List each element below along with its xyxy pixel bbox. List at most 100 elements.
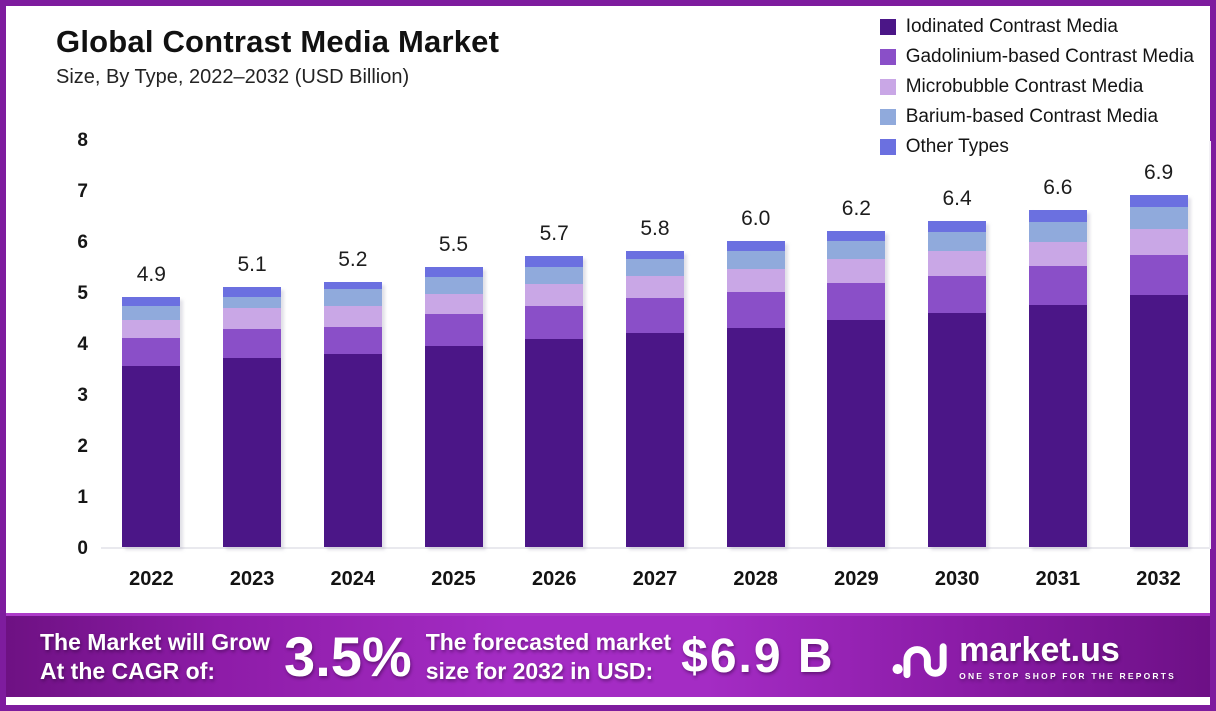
- legend-swatch: [879, 19, 896, 35]
- segment-barium-based-contrast-media: [1129, 207, 1188, 230]
- cagr-value: 3.5%: [284, 625, 412, 688]
- segment-microbubble-contrast-media: [928, 251, 987, 276]
- legend-label: Other Types: [905, 136, 1009, 157]
- segment-barium-based-contrast-media: [625, 258, 684, 276]
- y-tick-label: 0: [77, 538, 88, 559]
- segment-microbubble-contrast-media: [1028, 241, 1087, 266]
- segment-gadolinium-based-contrast-media: [424, 313, 483, 346]
- bar-total-label: 6.2: [841, 196, 871, 220]
- segment-microbubble-contrast-media: [223, 308, 282, 329]
- legend-swatch: [879, 49, 896, 65]
- x-tick-label: 2026: [531, 568, 577, 590]
- legend-swatch: [879, 139, 896, 155]
- bar-2025: 5.5 2025: [424, 139, 483, 590]
- marketus-logo: market.us ONE STOP SHOP FOR THE REPORTS: [891, 631, 1176, 683]
- banner: The Market will Grow At the CAGR of: 3.5…: [6, 613, 1210, 697]
- segment-barium-based-contrast-media: [726, 251, 785, 270]
- y-tick-label: 1: [77, 487, 88, 508]
- legend-item: Other Types: [879, 132, 1194, 162]
- segment-iodinated-contrast-media: [1129, 294, 1188, 547]
- segment-barium-based-contrast-media: [424, 276, 483, 294]
- bar-stack: [223, 286, 282, 547]
- bar-stack: [424, 266, 483, 547]
- cagr-label: The Market will Grow At the CAGR of:: [40, 628, 271, 684]
- bar-2030: 6.4 2030: [928, 139, 987, 590]
- legend-swatch: [879, 109, 896, 125]
- segment-barium-based-contrast-media: [323, 289, 382, 307]
- page-title: Global Contrast Media Market: [56, 24, 500, 59]
- y-tick-label: 8: [77, 130, 88, 151]
- x-tick-label: 2025: [431, 568, 476, 590]
- bar-2023: 5.1 2023: [223, 139, 282, 590]
- segment-other-types: [223, 286, 282, 298]
- segment-microbubble-contrast-media: [625, 275, 684, 299]
- segment-microbubble-contrast-media: [726, 269, 785, 293]
- legend-label: Iodinated Contrast Media: [905, 16, 1118, 37]
- bar-2027: 5.8 2027: [625, 139, 684, 590]
- legend-item: Gadolinium-based Contrast Media: [879, 42, 1194, 72]
- y-axis: 0 1 2 3 4 5 6 7 8: [48, 130, 88, 559]
- segment-other-types: [1028, 210, 1087, 222]
- segment-gadolinium-based-contrast-media: [625, 298, 684, 333]
- segment-iodinated-contrast-media: [928, 313, 987, 547]
- y-tick-label: 3: [77, 385, 88, 406]
- segment-other-types: [122, 297, 181, 307]
- legend-item: Iodinated Contrast Media: [879, 12, 1194, 42]
- legend-label: Barium-based Contrast Media: [905, 106, 1159, 127]
- bar-total-label: 6.9: [1143, 161, 1174, 185]
- bar-stack: [1129, 195, 1188, 547]
- segment-gadolinium-based-contrast-media: [122, 337, 181, 366]
- segment-iodinated-contrast-media: [827, 320, 886, 547]
- segment-barium-based-contrast-media: [223, 297, 282, 309]
- segment-other-types: [323, 281, 382, 290]
- bar-stack: [625, 251, 684, 547]
- segment-microbubble-contrast-media: [525, 284, 584, 306]
- x-tick-label: 2029: [834, 568, 879, 590]
- bar-total-label: 5.1: [237, 252, 267, 276]
- y-tick-label: 7: [77, 181, 88, 202]
- bar-stack: [1028, 210, 1087, 547]
- x-tick-label: 2032: [1136, 568, 1181, 590]
- bar-total-label: 6.4: [942, 186, 972, 210]
- legend-item: Barium-based Contrast Media: [879, 102, 1194, 132]
- bar-total-label: 6.6: [1043, 176, 1073, 200]
- segment-gadolinium-based-contrast-media: [928, 275, 987, 314]
- legend-item: Microbubble Contrast Media: [879, 72, 1194, 102]
- plot-area: 4.9 2022 5.1 2023 5.2 2024 5.5 2025 5.7 2026 5.8 20…: [101, 139, 1211, 590]
- bar-stack: [323, 281, 382, 547]
- segment-gadolinium-based-contrast-media: [1028, 266, 1087, 305]
- marketus-wordmark: market.us: [959, 630, 1120, 669]
- segment-iodinated-contrast-media: [223, 358, 282, 547]
- segment-other-types: [928, 220, 987, 232]
- bar-stack: [928, 220, 987, 547]
- bar-stack: [827, 230, 886, 547]
- legend-label: Microbubble Contrast Media: [905, 76, 1144, 97]
- x-tick-label: 2030: [934, 568, 980, 590]
- bar-total-label: 6.0: [741, 207, 771, 230]
- x-tick-label: 2028: [733, 568, 778, 590]
- segment-barium-based-contrast-media: [525, 266, 584, 285]
- y-tick-label: 5: [77, 283, 88, 304]
- bar-2031: 6.6 2031: [1028, 139, 1087, 590]
- segment-iodinated-contrast-media: [323, 354, 382, 547]
- segment-gadolinium-based-contrast-media: [323, 326, 382, 355]
- segment-other-types: [525, 256, 584, 267]
- segment-gadolinium-based-contrast-media: [827, 283, 886, 321]
- legend-label: Gadolinium-based Contrast Media: [905, 46, 1194, 67]
- forecast-label: The forecasted market size for 2032 in U…: [425, 628, 672, 684]
- segment-gadolinium-based-contrast-media: [223, 328, 282, 359]
- x-tick-label: 2027: [632, 568, 678, 590]
- bar-total-label: 4.9: [136, 263, 166, 287]
- forecast-value: $6.9 B: [681, 630, 835, 683]
- x-tick-label: 2023: [229, 568, 275, 590]
- segment-barium-based-contrast-media: [1028, 221, 1087, 242]
- y-tick-label: 2: [77, 436, 88, 457]
- segment-microbubble-contrast-media: [323, 306, 382, 327]
- x-tick-label: 2031: [1035, 568, 1081, 590]
- legend-swatch: [879, 79, 896, 95]
- segment-gadolinium-based-contrast-media: [525, 305, 584, 339]
- bar-stack: [122, 297, 181, 547]
- bar-stack: [525, 256, 584, 547]
- segment-iodinated-contrast-media: [1028, 304, 1087, 547]
